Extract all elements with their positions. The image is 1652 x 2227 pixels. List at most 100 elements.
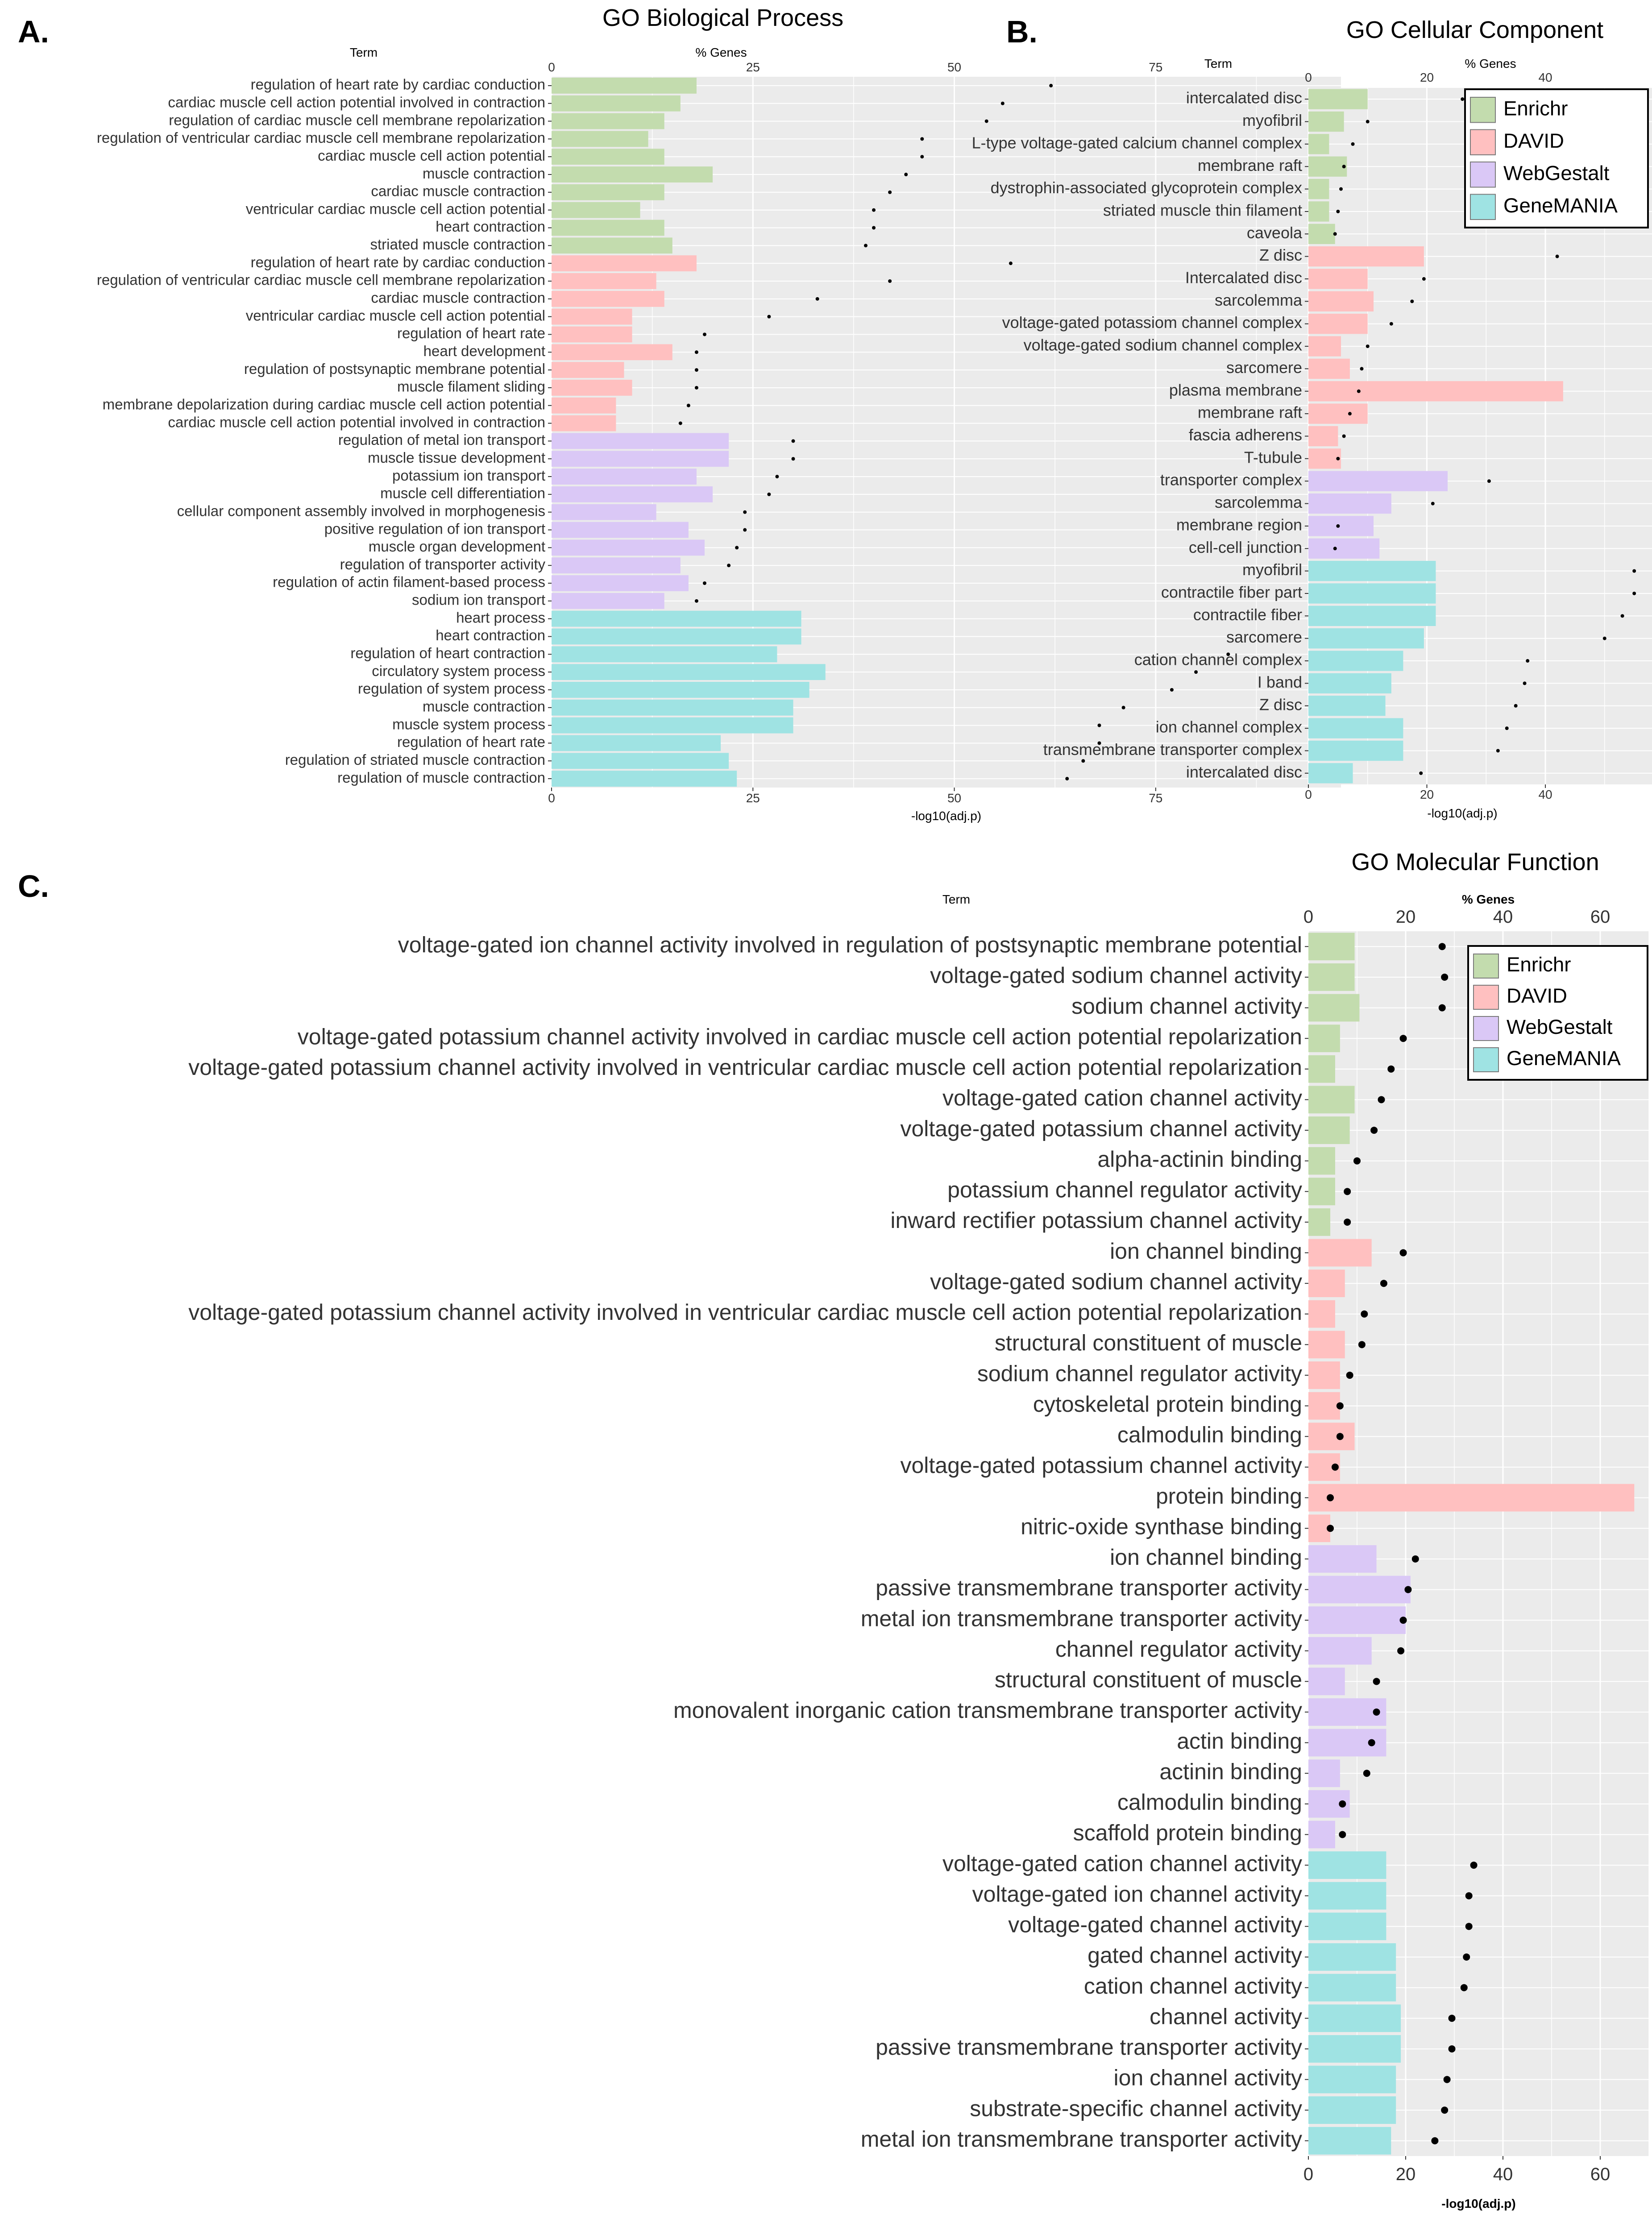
bottom-axis-title: -log10(adj.p) — [911, 809, 981, 823]
bottom-tick-label: 50 — [947, 791, 961, 805]
bar-david — [1308, 1484, 1635, 1512]
term-label: sarcolemma — [1215, 493, 1303, 511]
term-label: cardiac muscle cell action potential — [318, 147, 545, 164]
bar-genemania — [1308, 673, 1391, 694]
bottom-tick-label: 20 — [1396, 2165, 1416, 2184]
term-label: voltage-gated potassiom channel complex — [1002, 313, 1302, 332]
bar-enrichr — [552, 113, 664, 129]
top-tick-label: 40 — [1493, 907, 1513, 927]
panel-0: A. GO Biological Process Term % Genes regula… — [18, 4, 1341, 823]
pvalue-point — [791, 439, 795, 443]
pvalue-point — [1460, 1984, 1468, 1991]
pvalue-point — [1496, 749, 1500, 753]
bar-enrichr — [1308, 1208, 1331, 1236]
bar-enrichr — [1308, 933, 1355, 961]
term-label: cardiac muscle cell action potential inv… — [168, 94, 545, 110]
bar-webgestalt — [552, 522, 689, 538]
term-label: monovalent inorganic cation transmembran… — [673, 1698, 1302, 1723]
bar-david — [1308, 1361, 1340, 1389]
bar-david — [1308, 291, 1374, 312]
bottom-axis-title: -log10(adj.p) — [1441, 2197, 1515, 2210]
legend-label: DAVID — [1507, 984, 1567, 1007]
pvalue-point — [1370, 1127, 1378, 1134]
term-label: voltage-gated potassium channel activity — [900, 1116, 1302, 1141]
bar-enrichr — [1308, 1024, 1340, 1053]
term-label: membrane raft — [1198, 403, 1302, 422]
term-label: muscle cell differentiation — [380, 485, 545, 502]
bar-webgestalt — [1308, 1759, 1340, 1787]
bar-webgestalt — [552, 486, 713, 502]
legend-swatch — [1470, 162, 1496, 188]
top-axis-title: % Genes — [695, 46, 747, 59]
pvalue-point — [702, 332, 706, 336]
bar-enrichr — [1308, 89, 1368, 109]
pvalue-point — [775, 475, 779, 479]
bar-genemania — [552, 628, 801, 645]
bar-genemania — [1308, 2065, 1396, 2094]
pvalue-point — [727, 564, 731, 568]
pvalue-point — [1344, 1218, 1351, 1226]
pvalue-point — [1336, 1433, 1344, 1440]
pvalue-point — [872, 226, 876, 230]
term-label: nitric-oxide synthase binding — [1021, 1514, 1302, 1539]
term-label: sarcomere — [1226, 358, 1302, 377]
bar-enrichr — [552, 184, 664, 200]
term-axis-label: Term — [1204, 57, 1232, 71]
pvalue-point — [1448, 2015, 1456, 2022]
pvalue-point — [1097, 723, 1101, 727]
term-label: cytoskeletal protein binding — [1033, 1392, 1302, 1417]
pvalue-point — [702, 581, 706, 585]
pvalue-point — [1351, 142, 1355, 146]
pvalue-point — [767, 492, 771, 496]
pvalue-point — [1342, 434, 1346, 438]
term-label: voltage-gated potassium channel activity… — [188, 1300, 1302, 1325]
legend-swatch — [1470, 194, 1496, 220]
term-label: intercalated disc — [1186, 89, 1302, 107]
term-label: regulation of ventricular cardiac muscle… — [97, 129, 545, 146]
bar-david — [552, 308, 632, 325]
pvalue-point — [694, 386, 698, 390]
term-label: transmembrane transporter complex — [1043, 740, 1302, 759]
pvalue-point — [1348, 412, 1352, 416]
legend-label: DAVID — [1503, 129, 1564, 152]
term-label: cation channel complex — [1134, 651, 1302, 669]
pvalue-point — [1049, 83, 1053, 87]
pvalue-point — [1344, 1188, 1351, 1195]
bar-genemania — [1308, 560, 1436, 581]
pvalue-point — [1397, 1647, 1405, 1655]
term-label: voltage-gated channel activity — [1008, 1912, 1302, 1937]
pvalue-point — [1373, 1708, 1380, 1716]
term-label: voltage-gated cation channel activity — [942, 1086, 1302, 1111]
bar-enrichr — [552, 131, 648, 147]
bar-webgestalt — [1308, 1606, 1406, 1634]
bar-enrichr — [1308, 156, 1347, 177]
bar-enrichr — [1308, 1055, 1335, 1083]
pvalue-point — [1333, 232, 1337, 236]
bar-enrichr — [552, 237, 672, 254]
bar-genemania — [552, 771, 737, 787]
pvalue-point — [1327, 1525, 1334, 1532]
term-label: regulation of ventricular cardiac muscle… — [97, 272, 545, 288]
bar-webgestalt — [1308, 1545, 1377, 1573]
term-label: L-type voltage-gated calcium channel com… — [972, 133, 1302, 152]
pvalue-point — [1448, 2045, 1456, 2053]
term-label: metal ion transmembrane transporter acti… — [861, 2127, 1302, 2152]
bar-david — [1308, 448, 1341, 469]
pvalue-point — [1357, 389, 1361, 393]
pvalue-point — [735, 546, 739, 550]
pvalue-point — [1505, 726, 1509, 730]
bar-genemania — [1308, 740, 1403, 761]
pvalue-point — [1194, 670, 1198, 674]
legend-swatch — [1473, 1047, 1499, 1072]
pvalue-point — [1373, 1678, 1380, 1685]
term-label: cell-cell junction — [1189, 538, 1302, 556]
term-label: substrate-specific channel activity — [970, 2096, 1302, 2121]
bar-webgestalt — [1308, 1576, 1411, 1604]
term-label: voltage-gated potassium channel activity… — [188, 1055, 1302, 1080]
bar-enrichr — [1308, 111, 1344, 132]
term-label: regulation of metal ion transport — [338, 431, 545, 448]
bar-david — [1308, 1422, 1355, 1451]
term-label: regulation of transporter activity — [340, 556, 546, 572]
legend-label: Enrichr — [1507, 953, 1571, 976]
